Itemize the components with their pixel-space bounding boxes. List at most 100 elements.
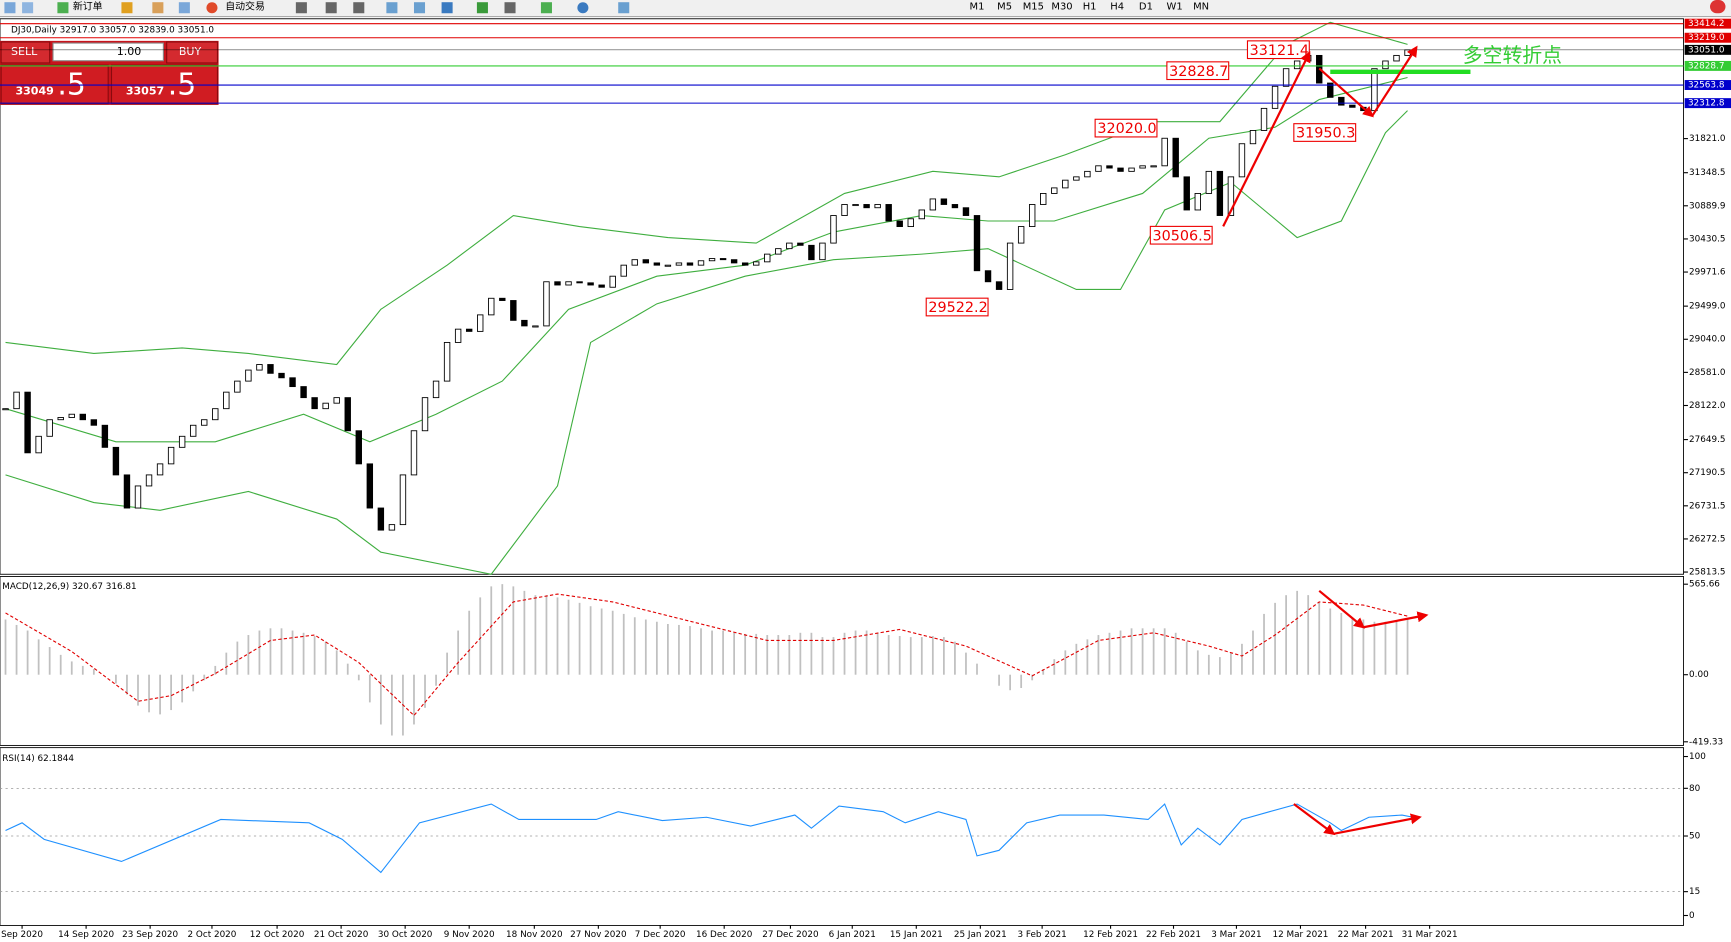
timeframe-button[interactable]: MN <box>1193 2 1209 13</box>
candle <box>1371 68 1378 112</box>
price-level-box <box>1684 98 1731 109</box>
x-tick-label: 18 Nov 2020 <box>506 930 563 940</box>
candle <box>565 281 572 286</box>
candle <box>90 419 98 426</box>
timeframe-button[interactable]: D1 <box>1139 2 1153 13</box>
candle <box>13 391 20 410</box>
candle <box>499 297 506 301</box>
timeframe-button[interactable]: M30 <box>1051 2 1072 13</box>
x-tick-label: 12 Oct 2020 <box>250 930 305 940</box>
candle <box>145 474 153 487</box>
candle <box>885 204 892 222</box>
y-tick-label: 28581.0 <box>1689 368 1726 378</box>
new-order-button[interactable]: 新订单 <box>73 0 103 13</box>
timeframe-button[interactable]: H4 <box>1110 2 1124 13</box>
candle <box>1260 107 1268 131</box>
auto-trading-button[interactable]: 自动交易 <box>225 0 265 13</box>
y-tick-label: 565.66 <box>1689 580 1720 590</box>
timeframe-button[interactable]: W1 <box>1167 2 1183 13</box>
candle <box>123 474 131 509</box>
candle <box>1006 242 1014 290</box>
y-tick-label: 80 <box>1689 784 1701 794</box>
candle <box>245 369 252 382</box>
candle <box>797 242 804 246</box>
x-tick-label: 21 Oct 2020 <box>314 930 369 940</box>
candle <box>477 314 484 332</box>
price-annotation-box <box>1094 118 1158 138</box>
candle <box>1216 170 1224 216</box>
candle <box>1139 165 1146 169</box>
candle <box>1040 193 1047 205</box>
price-annotation-box <box>1246 40 1310 60</box>
candle <box>708 258 716 262</box>
candle <box>532 325 539 328</box>
lots-input[interactable] <box>52 42 164 62</box>
sell-label[interactable]: SELL <box>11 45 38 58</box>
candle <box>830 215 837 244</box>
y-tick-label: 0 <box>1689 911 1695 921</box>
lots-value[interactable]: 1.00 <box>117 45 142 58</box>
candle <box>1062 179 1069 189</box>
candle <box>388 524 396 531</box>
candle <box>355 430 362 465</box>
chart-title: DJ30,Daily 32917.0 33057.0 32839.0 33051… <box>11 25 214 35</box>
candle <box>929 198 937 211</box>
price-annotation: 33121.4 <box>1250 43 1309 59</box>
candle <box>1017 226 1025 244</box>
x-tick-label: Sep 2020 <box>1 930 43 940</box>
sell-button[interactable] <box>0 41 51 64</box>
candle <box>410 430 418 476</box>
trade-panel <box>0 40 219 105</box>
candle <box>719 258 727 261</box>
candle <box>1073 176 1080 181</box>
price-annotation: 31950.3 <box>1296 126 1355 142</box>
rsi-line <box>5 803 1414 874</box>
timeframe-button[interactable]: M15 <box>1023 2 1044 13</box>
candle <box>1161 137 1168 167</box>
candle <box>1282 68 1290 87</box>
buy-label[interactable]: BUY <box>179 45 202 58</box>
candle <box>786 242 793 250</box>
price-level-label: 33051.0 <box>1688 45 1725 55</box>
timeframe-button[interactable]: M1 <box>970 2 985 13</box>
candle <box>1382 60 1389 70</box>
candle <box>962 207 970 216</box>
toolbar-icons <box>4 0 1726 14</box>
macd-title: MACD(12,26,9) 320.67 316.81 <box>2 582 136 592</box>
candle <box>465 328 473 332</box>
candle <box>24 391 31 454</box>
candle <box>896 220 903 228</box>
candle <box>1349 104 1356 108</box>
candle <box>686 262 694 266</box>
main-pane <box>0 18 1684 575</box>
candle <box>1393 54 1400 62</box>
candle <box>1205 170 1213 194</box>
candle <box>189 424 197 437</box>
candle <box>995 281 1003 290</box>
y-tick-label: 29040.0 <box>1689 335 1726 345</box>
timeframe-button[interactable]: H1 <box>1083 2 1097 13</box>
candle <box>68 413 75 418</box>
price-annotation: 29522.2 <box>928 300 987 316</box>
price-level-box <box>1684 18 1731 29</box>
x-tick-label: 30 Oct 2020 <box>378 930 433 940</box>
candle <box>521 319 528 327</box>
y-tick-label: -419.33 <box>1689 737 1723 747</box>
candle <box>631 259 638 266</box>
candle <box>764 253 771 263</box>
x-tick-label: 15 Jan 2021 <box>890 930 943 940</box>
y-tick-label: 15 <box>1689 887 1700 897</box>
buy-button[interactable] <box>166 41 219 64</box>
y-tick-label: 29971.6 <box>1689 268 1726 278</box>
price-annotation: 32020.0 <box>1097 121 1156 137</box>
candle <box>907 218 914 228</box>
candle <box>112 446 120 476</box>
timeframe-button[interactable]: M5 <box>997 2 1012 13</box>
candle <box>366 463 374 509</box>
candle <box>819 242 826 261</box>
macd-pane <box>0 576 1684 746</box>
price-annotation-box <box>1166 61 1230 81</box>
price-level-box <box>1684 80 1731 90</box>
candle <box>1183 176 1190 211</box>
candle <box>454 328 462 343</box>
